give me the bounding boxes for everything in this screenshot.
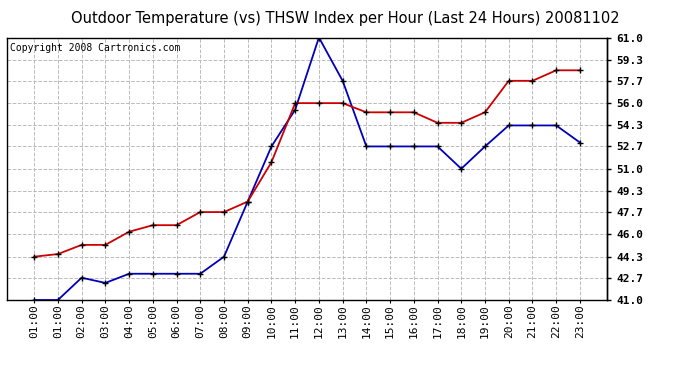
Text: Outdoor Temperature (vs) THSW Index per Hour (Last 24 Hours) 20081102: Outdoor Temperature (vs) THSW Index per … [70,11,620,26]
Text: Copyright 2008 Cartronics.com: Copyright 2008 Cartronics.com [10,43,180,53]
